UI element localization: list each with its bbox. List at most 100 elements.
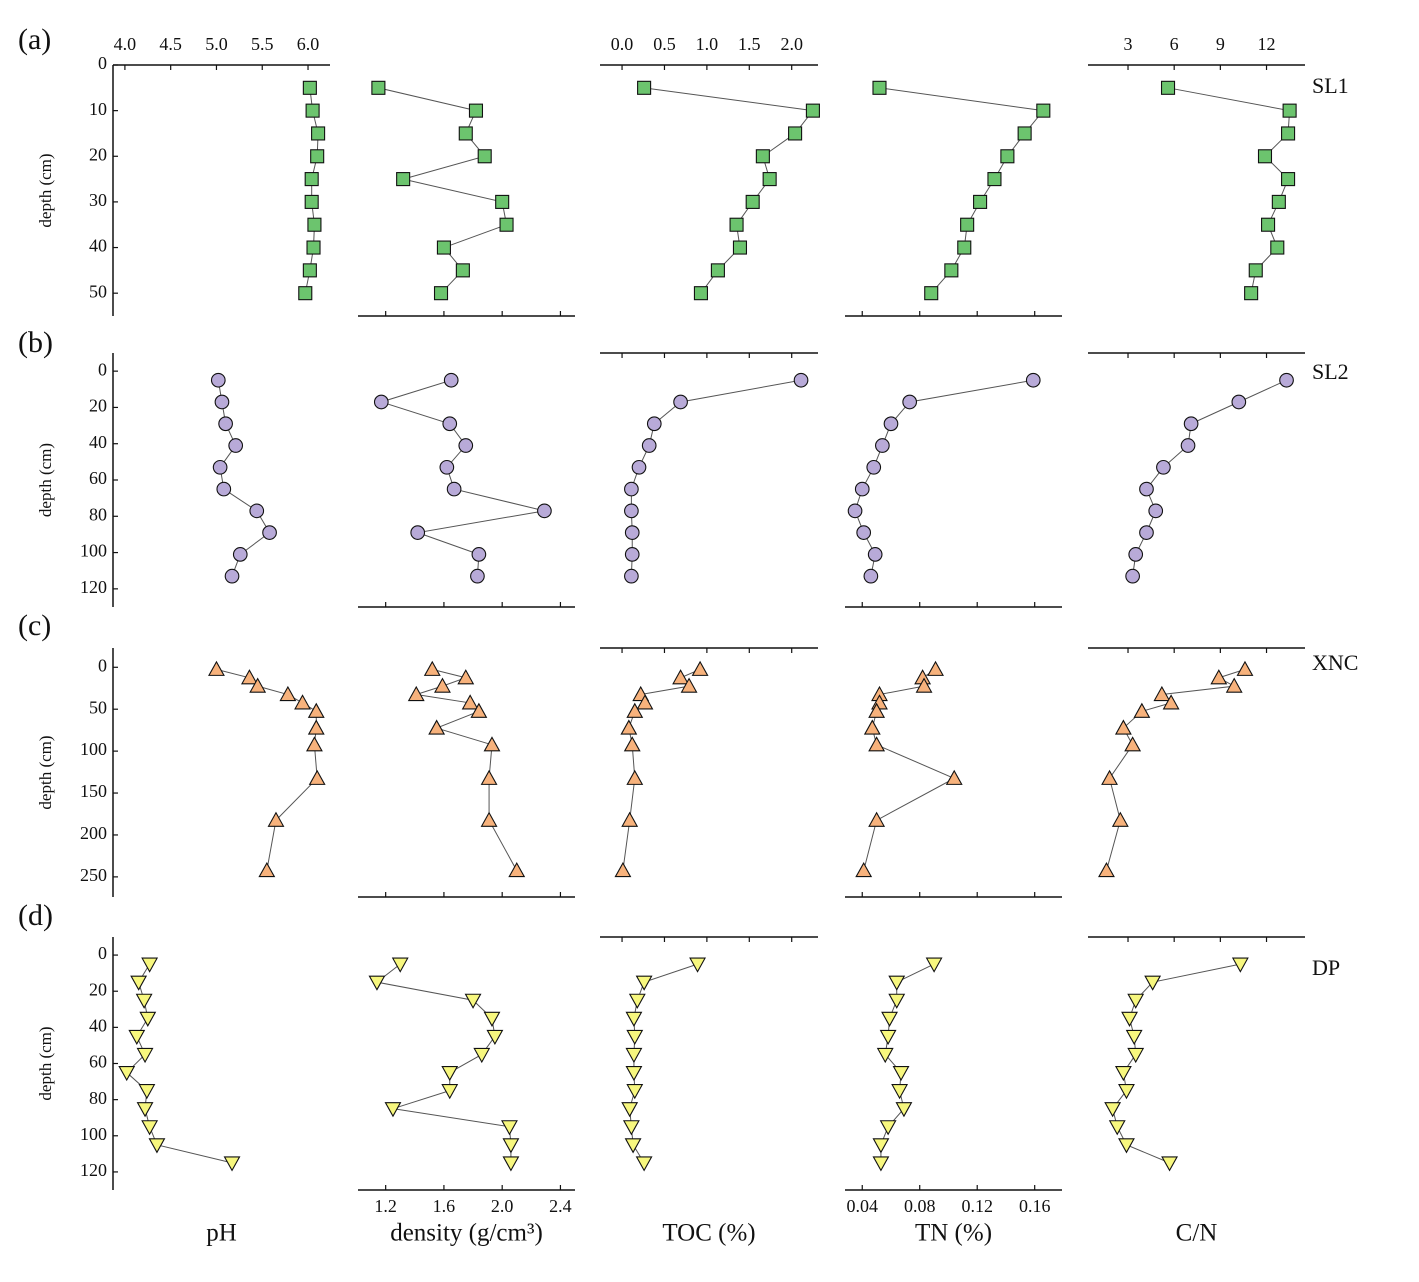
marker [128, 1029, 146, 1046]
marker [302, 263, 317, 278]
x-tick-label: 9 [1216, 34, 1225, 54]
x-tick-label: 3 [1124, 34, 1133, 54]
marker [141, 1120, 159, 1136]
y-tick-label: 120 [80, 1160, 107, 1180]
marker [486, 1029, 504, 1046]
marker [210, 372, 226, 388]
marker [1183, 416, 1199, 432]
marker [1162, 694, 1180, 710]
marker [957, 240, 972, 255]
marker [423, 660, 441, 676]
marker [368, 975, 386, 991]
marker [258, 861, 276, 878]
marker [304, 194, 319, 209]
marker [502, 1156, 520, 1172]
y-tick-label: 50 [89, 697, 107, 717]
marker [495, 194, 510, 209]
marker [468, 103, 484, 118]
marker [294, 694, 311, 710]
marker [624, 547, 640, 562]
marker [442, 416, 458, 432]
marker [626, 1029, 644, 1046]
marker [464, 993, 482, 1009]
marker [693, 286, 708, 301]
marker [1153, 685, 1171, 702]
marker [410, 525, 426, 540]
marker [218, 416, 233, 432]
marker [788, 126, 803, 141]
marker [805, 103, 820, 118]
marker [1231, 957, 1249, 973]
marker [856, 525, 872, 540]
site-label: SL2 [1312, 359, 1349, 384]
marker [1210, 669, 1228, 685]
marker [1114, 719, 1132, 735]
profile-line [630, 379, 802, 577]
marker [249, 503, 265, 519]
marker [945, 769, 963, 785]
marker [307, 719, 325, 735]
marker [925, 957, 943, 973]
marker [944, 263, 959, 278]
marker [136, 1047, 154, 1064]
marker [1279, 372, 1294, 388]
marker [1101, 769, 1118, 785]
y-tick-label: 150 [80, 781, 107, 801]
y-tick-label: 0 [98, 655, 107, 675]
marker [441, 1084, 459, 1100]
marker [636, 694, 654, 710]
site-label: SL1 [1312, 73, 1349, 98]
marker [866, 459, 882, 475]
marker [249, 677, 267, 693]
x-tick-label: 0.12 [961, 1196, 993, 1216]
marker [626, 769, 644, 785]
marker [458, 438, 474, 453]
marker [433, 286, 449, 301]
marker [891, 1084, 909, 1100]
marker [1225, 677, 1243, 693]
x-axis-label: TN (%) [915, 1220, 992, 1247]
profile-line [375, 963, 512, 1163]
y-tick-label: 0 [98, 359, 107, 379]
marker [635, 975, 653, 991]
marker [1036, 103, 1051, 118]
marker [854, 481, 870, 497]
y-tick-label: 20 [89, 979, 107, 999]
marker [384, 1102, 402, 1118]
x-tick-label: 1.2 [374, 1196, 397, 1216]
marker [141, 957, 159, 973]
marker [1270, 240, 1285, 255]
y-tick-label: 0 [98, 53, 107, 73]
marker [620, 719, 638, 735]
x-axis-label: density (g/cm³) [390, 1220, 543, 1247]
marker [232, 547, 248, 562]
marker [876, 1047, 894, 1064]
marker [1133, 702, 1151, 718]
marker [879, 1120, 897, 1136]
marker [1104, 1102, 1122, 1118]
marker [631, 459, 647, 475]
marker [883, 416, 899, 432]
site-label: XNC [1312, 650, 1358, 675]
x-tick-label: 6 [1170, 34, 1179, 54]
profile-line [217, 380, 271, 577]
marker [240, 669, 258, 685]
marker [673, 394, 688, 410]
y-tick-label: 200 [80, 823, 107, 843]
marker [1248, 263, 1263, 278]
marker [1236, 660, 1254, 676]
marker [508, 861, 526, 878]
marker [621, 811, 639, 827]
marker [1161, 1156, 1179, 1172]
x-tick-label: 0.0 [611, 34, 634, 54]
site-label: DP [1312, 955, 1340, 980]
marker [624, 525, 640, 540]
panel-label: (b) [18, 326, 53, 359]
marker [624, 568, 639, 584]
marker [626, 702, 644, 718]
panel-label: (a) [18, 23, 51, 56]
marker [1017, 126, 1032, 141]
marker [868, 811, 886, 827]
marker [691, 660, 709, 676]
marker [501, 1120, 518, 1136]
